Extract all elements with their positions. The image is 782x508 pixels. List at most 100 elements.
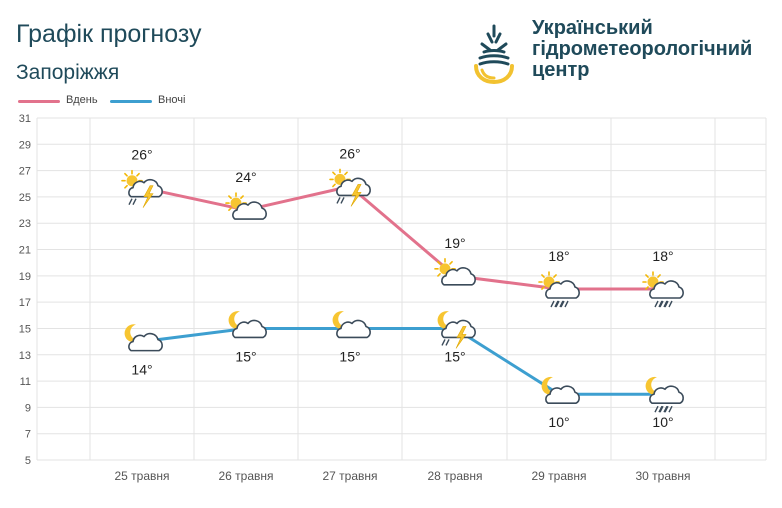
sun-ray: [228, 195, 232, 199]
rain-part: [654, 405, 673, 413]
x-tick-label: 28 травня: [427, 469, 482, 483]
y-tick-label: 23: [19, 218, 31, 230]
temp-label-night: 14°: [131, 362, 152, 378]
y-tick-label: 7: [25, 429, 31, 441]
cloud-part: [441, 267, 476, 286]
sun-cloud-icon: [434, 258, 476, 286]
cloud-part: [649, 280, 684, 299]
rain-drop: [659, 405, 664, 413]
cloud-part: [232, 319, 267, 339]
moon-part: [645, 376, 661, 395]
moon-part: [332, 311, 348, 330]
brand-line-3: центр: [532, 59, 590, 81]
sun-cloud-thunder-rain-icon: [121, 169, 163, 208]
chart-grid: 5 7 9 11 13 15 17 19 21 23 25 27 29 31: [19, 113, 767, 467]
temp-label-night: 10°: [652, 414, 673, 430]
temp-label-night: 15°: [339, 348, 360, 364]
x-tick-label: 30 травня: [635, 469, 690, 483]
rain-drop: [664, 405, 669, 413]
sun-ray: [240, 195, 244, 199]
sun-ray: [332, 183, 336, 188]
city-name: Запоріжжя: [16, 61, 120, 84]
temp-label-night: 15°: [444, 348, 465, 364]
y-tick-label: 29: [19, 139, 31, 151]
temp-label-night: 15°: [235, 348, 256, 364]
rain-drop: [128, 198, 133, 206]
brand-line-2: гідрометеорологічний: [532, 38, 753, 60]
brand-block: Український гідрометеорологічний центр: [470, 18, 770, 88]
temp-label-day: 24°: [235, 169, 256, 185]
sun-ray: [124, 184, 128, 189]
sun-ray: [437, 272, 441, 277]
sun-cloud-icon: [225, 192, 267, 220]
bolt-part: [455, 326, 467, 349]
cloud-part: [232, 201, 267, 220]
sun-ray: [136, 172, 140, 177]
rain-drop: [654, 405, 659, 413]
temp-label-day: 19°: [444, 235, 465, 251]
cloud-part: [545, 385, 580, 405]
y-tick-label: 19: [19, 271, 31, 283]
moon-part: [437, 311, 453, 330]
legend-swatch-night: [110, 100, 152, 103]
rain-drop: [441, 339, 446, 346]
rain-drop: [559, 300, 564, 308]
sun-ray: [228, 207, 232, 211]
moon-part: [541, 376, 557, 395]
sun-ray: [553, 274, 557, 278]
moon-cloud-icon: [228, 311, 267, 339]
moon-cloud-icon: [332, 311, 371, 339]
rain-drop: [560, 300, 565, 308]
rain-drop: [654, 300, 659, 308]
rain-part: [550, 300, 569, 308]
sun-cloud-rain-icon: [642, 271, 684, 308]
rain-drop: [132, 198, 137, 206]
sun-cloud-thunder-rain-icon: [329, 168, 371, 207]
sun-ray: [657, 274, 661, 278]
sun-ray: [645, 274, 649, 278]
rain-drop: [663, 405, 668, 413]
rain-drop: [336, 197, 341, 204]
sun-ray: [437, 260, 441, 265]
x-tick-label: 26 травня: [218, 469, 273, 483]
legend-swatch-day: [18, 100, 60, 103]
brand-name: Український гідрометеорологічний центр: [532, 18, 752, 81]
page-title: Графік прогнозу: [16, 20, 202, 48]
rain-part: [128, 198, 137, 206]
rain-drop: [663, 300, 668, 308]
cloud-part: [128, 178, 163, 198]
rain-drop: [555, 300, 560, 308]
hydromet-logo-icon: [474, 24, 514, 84]
bolt-part: [142, 185, 154, 208]
y-tick-label: 25: [19, 192, 31, 204]
moon-cloud-icon: [541, 376, 580, 405]
y-tick-label: 13: [19, 350, 31, 362]
x-tick-label: 25 травня: [114, 469, 169, 483]
moon-cloud-thunder-rain-icon: [437, 311, 476, 349]
moon-cloud-rain-icon: [645, 376, 684, 413]
sun-ray: [449, 260, 453, 265]
rain-drop: [659, 300, 664, 308]
y-tick-label: 9: [25, 402, 31, 414]
x-tick-label: 29 травня: [531, 469, 586, 483]
moon-cloud-icon: [124, 324, 163, 352]
legend-label-night: Вночі: [158, 94, 186, 106]
temp-label-night: 10°: [548, 414, 569, 430]
rain-drop: [658, 405, 663, 413]
bolt-part: [350, 184, 362, 207]
temp-label-day: 18°: [548, 248, 569, 264]
y-tick-label: 21: [19, 245, 31, 257]
sun-cloud-rain-icon: [538, 271, 580, 308]
rain-part: [336, 197, 345, 204]
y-tick-label: 15: [19, 323, 31, 335]
cloud-part: [336, 319, 371, 339]
y-tick-label: 17: [19, 297, 31, 309]
rain-part: [654, 300, 673, 308]
legend-label-day: Вдень: [66, 94, 98, 106]
sun-ray: [541, 274, 545, 278]
moon-part: [124, 324, 140, 343]
temp-label-day: 26°: [131, 147, 152, 163]
x-tick-label: 27 травня: [322, 469, 377, 483]
sun-ray: [332, 171, 336, 176]
rain-drop: [668, 405, 673, 413]
